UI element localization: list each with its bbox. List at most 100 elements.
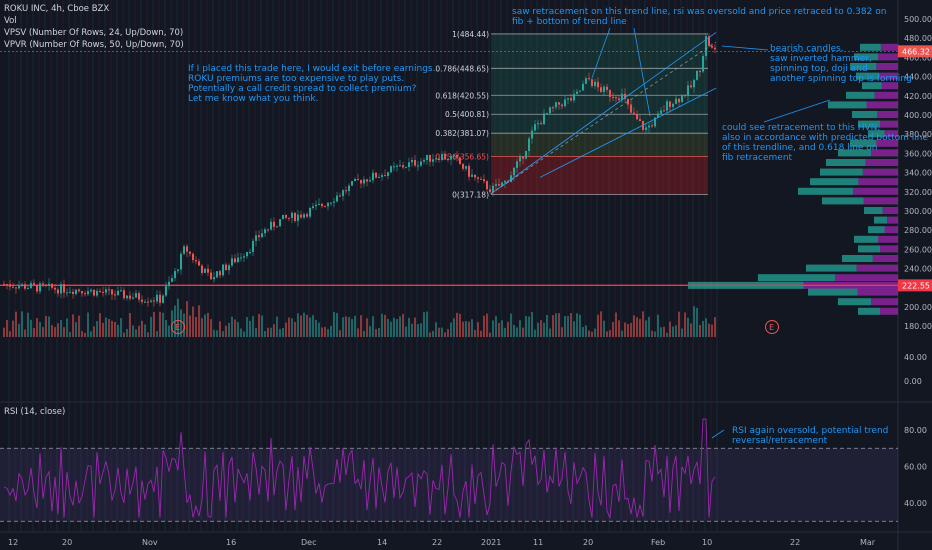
volume-bar — [354, 315, 356, 337]
volume-bar — [516, 327, 518, 337]
stripe — [290, 0, 292, 532]
volume-bar — [588, 330, 590, 337]
candle — [6, 284, 8, 286]
candle — [621, 93, 623, 101]
candle — [603, 86, 605, 92]
candle — [519, 156, 521, 162]
volume-bar — [699, 324, 701, 337]
stripe — [236, 0, 238, 532]
volume-bar — [90, 331, 92, 337]
hvn-note[interactable]: could see retracement to this HVN, also … — [722, 123, 929, 163]
candle — [495, 184, 497, 186]
stripe — [716, 0, 718, 532]
candle — [372, 172, 374, 181]
candle — [474, 174, 476, 178]
candle — [72, 291, 74, 294]
candle — [435, 158, 437, 160]
symbol-title[interactable]: ROKU INC, 4h, Cboe BZX — [4, 4, 110, 14]
candle — [684, 95, 686, 97]
volume-bar — [87, 312, 89, 337]
candle — [447, 158, 449, 160]
stripe — [272, 0, 274, 532]
volume-bar — [705, 318, 707, 337]
volume-legend[interactable]: Vol — [4, 16, 17, 26]
candle — [120, 290, 122, 292]
candles-note[interactable]: bearish candles. saw inverted hammer, sp… — [770, 44, 912, 84]
stripe — [320, 0, 322, 532]
stripe — [266, 0, 268, 532]
candle — [249, 252, 251, 254]
stripe — [554, 0, 556, 532]
volume-bar — [3, 327, 5, 337]
stripe — [488, 0, 490, 532]
volume-bar — [615, 312, 617, 337]
trendline-note[interactable]: saw retracement on this trend line, rsi … — [512, 7, 887, 27]
candle — [534, 124, 536, 131]
price-tick-label: 440.00 — [904, 73, 932, 82]
candle — [150, 300, 152, 302]
stripe — [86, 0, 88, 532]
volume-profile-down — [871, 149, 898, 157]
stripe — [248, 0, 250, 532]
volume-bar — [519, 320, 521, 337]
stripe — [338, 0, 340, 532]
volume-profile-down — [865, 159, 898, 166]
stripe — [476, 0, 478, 532]
candle — [198, 261, 200, 266]
volume-bar — [483, 315, 485, 337]
stripe — [314, 0, 316, 532]
stripe — [710, 0, 712, 532]
candle — [177, 269, 179, 272]
candle — [465, 165, 467, 169]
trade-note[interactable]: If I placed this trade here, I would exi… — [188, 64, 436, 104]
candle — [21, 284, 23, 287]
stripe — [440, 0, 442, 532]
stripe — [20, 0, 22, 532]
stripe — [662, 0, 664, 532]
volume-bar — [114, 321, 116, 337]
candle — [210, 272, 212, 280]
candle — [699, 70, 701, 72]
candle — [231, 258, 233, 266]
volume-bar — [687, 317, 689, 337]
stripe — [464, 0, 466, 532]
candle — [276, 226, 278, 228]
earnings-marker-label: E — [769, 323, 774, 332]
volume-bar — [51, 325, 53, 337]
volume-bar — [540, 320, 542, 337]
volume-bar — [468, 321, 470, 337]
time-tick-label: Nov — [142, 538, 158, 547]
volume-bar — [660, 327, 662, 337]
rsi-note[interactable]: RSI again oversold, potential trend reve… — [732, 426, 889, 446]
fib-zone — [491, 133, 708, 157]
volume-bar — [147, 332, 149, 337]
volume-bar — [81, 331, 83, 337]
vpvr-legend[interactable]: VPVR (Number Of Rows, 50, Up/Down, 70) — [4, 40, 184, 50]
volume-bar — [645, 320, 647, 337]
rsi-legend[interactable]: RSI (14, close) — [4, 407, 66, 417]
candle — [345, 190, 347, 192]
candle — [108, 289, 110, 291]
candle — [624, 93, 626, 99]
volume-bar — [273, 324, 275, 337]
candle — [126, 295, 128, 299]
candle — [294, 212, 296, 221]
volume-bar — [639, 318, 641, 337]
vpsv-legend[interactable]: VPSV (Number Of Rows, 24, Up/Down, 70) — [4, 28, 184, 38]
volume-bar — [366, 318, 368, 337]
stripe — [326, 0, 328, 532]
volume-bar — [417, 324, 419, 337]
volume-bar — [120, 318, 122, 337]
volume-profile-up — [828, 101, 867, 109]
candle — [555, 102, 557, 108]
candle — [378, 177, 380, 179]
candle — [687, 85, 689, 97]
time-tick-label: 2021 — [481, 538, 501, 547]
volume-profile-down — [858, 178, 898, 186]
stripe — [416, 0, 418, 532]
candle — [69, 291, 71, 293]
volume-bar — [537, 322, 539, 337]
volume-bar — [597, 314, 599, 337]
price-tick-label: 300.00 — [904, 207, 932, 216]
